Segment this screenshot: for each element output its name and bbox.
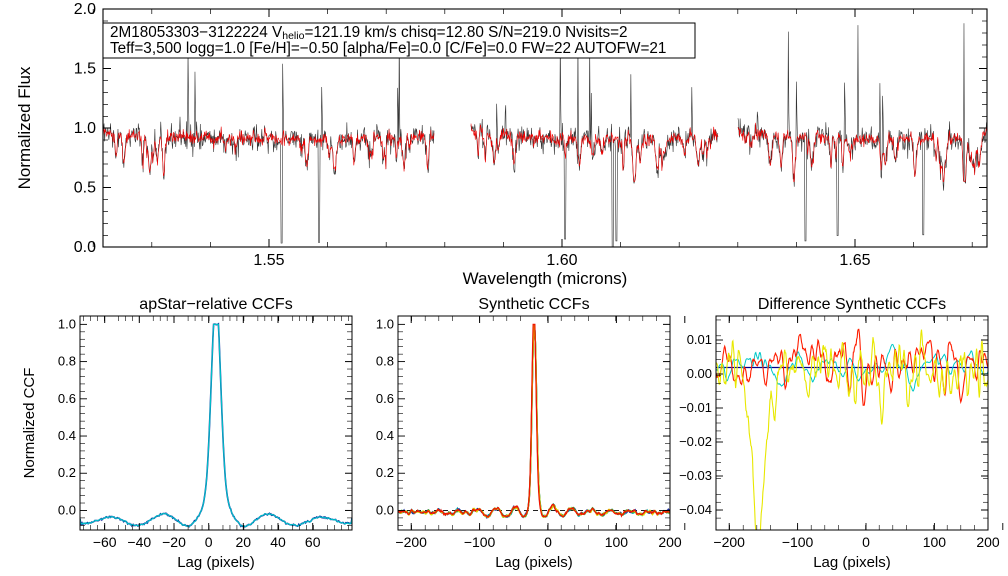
svg-text:20: 20	[236, 534, 252, 550]
svg-text:−0.01: −0.01	[679, 400, 712, 415]
svg-text:apStar−relative CCFs: apStar−relative CCFs	[139, 296, 292, 313]
svg-text:200: 200	[976, 534, 1000, 550]
svg-text:0.4: 0.4	[376, 428, 394, 443]
svg-text:100: 100	[923, 534, 947, 550]
svg-text:100: 100	[605, 534, 629, 550]
svg-text:0.0: 0.0	[58, 502, 76, 517]
svg-text:1.0: 1.0	[58, 316, 76, 331]
svg-text:Wavelength (microns): Wavelength (microns)	[463, 269, 628, 288]
svg-text:−100: −100	[464, 534, 496, 550]
svg-text:200: 200	[658, 534, 682, 550]
svg-text:−200: −200	[395, 534, 427, 550]
svg-text:−20: −20	[162, 534, 186, 550]
svg-text:0.8: 0.8	[376, 354, 394, 369]
svg-text:Normalized CCF: Normalized CCF	[21, 368, 38, 479]
svg-text:Lag (pixels): Lag (pixels)	[177, 554, 255, 571]
svg-text:0.0: 0.0	[376, 502, 394, 517]
svg-text:1.65: 1.65	[839, 252, 870, 269]
svg-text:1.0: 1.0	[74, 120, 96, 137]
svg-text:0.8: 0.8	[58, 354, 76, 369]
svg-text:0.2: 0.2	[376, 465, 394, 480]
svg-text:−0.04: −0.04	[679, 502, 712, 517]
svg-text:0: 0	[862, 534, 870, 550]
svg-text:0.2: 0.2	[58, 465, 76, 480]
svg-text:−100: −100	[782, 534, 814, 550]
svg-text:Normalized Flux: Normalized Flux	[15, 66, 34, 189]
svg-text:40: 40	[270, 534, 286, 550]
svg-text:0.0: 0.0	[74, 239, 96, 256]
svg-text:0: 0	[544, 534, 552, 550]
svg-text:−0.03: −0.03	[679, 468, 712, 483]
svg-text:Synthetic CCFs: Synthetic CCFs	[478, 296, 589, 313]
svg-text:Lag (pixels): Lag (pixels)	[495, 554, 573, 571]
svg-text:60: 60	[305, 534, 321, 550]
svg-text:−200: −200	[713, 534, 745, 550]
svg-text:1.60: 1.60	[546, 252, 577, 269]
svg-text:0.4: 0.4	[58, 428, 76, 443]
svg-text:0.6: 0.6	[376, 391, 394, 406]
svg-text:2.0: 2.0	[74, 1, 96, 18]
svg-text:0.6: 0.6	[58, 391, 76, 406]
svg-text:−60: −60	[93, 534, 117, 550]
svg-text:Difference Synthetic CCFs: Difference Synthetic CCFs	[758, 296, 946, 313]
svg-text:−40: −40	[127, 534, 151, 550]
svg-text:1.55: 1.55	[253, 252, 284, 269]
svg-text:−0.02: −0.02	[679, 434, 712, 449]
svg-text:0.5: 0.5	[74, 180, 96, 197]
svg-text:0.01: 0.01	[687, 332, 712, 347]
svg-text:0: 0	[205, 534, 213, 550]
svg-text:0.00: 0.00	[687, 366, 712, 381]
svg-text:1.0: 1.0	[376, 316, 394, 331]
svg-text:Lag (pixels): Lag (pixels)	[813, 554, 891, 571]
svg-text:1.5: 1.5	[74, 61, 96, 78]
svg-text:Teff=3,500 logg=1.0 [Fe/H]=−0.: Teff=3,500 logg=1.0 [Fe/H]=−0.50 [alpha/…	[110, 40, 666, 57]
